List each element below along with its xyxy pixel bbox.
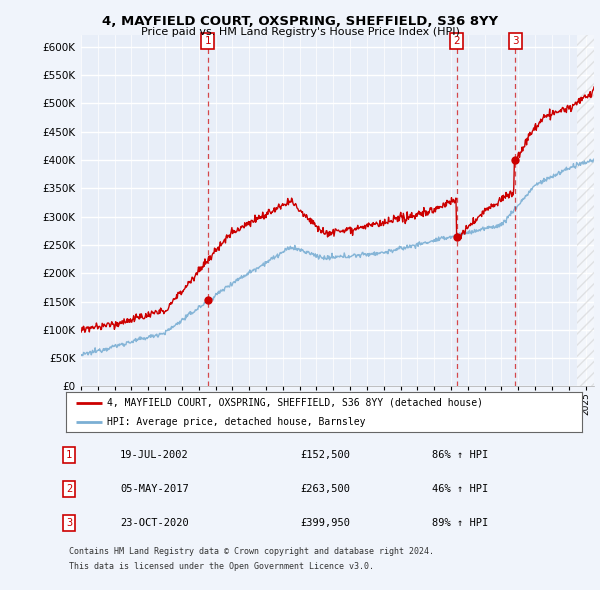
Bar [577, 35, 594, 386]
Text: Contains HM Land Registry data © Crown copyright and database right 2024.: Contains HM Land Registry data © Crown c… [69, 548, 434, 556]
Text: 89% ↑ HPI: 89% ↑ HPI [432, 519, 488, 528]
Text: 05-MAY-2017: 05-MAY-2017 [120, 484, 189, 494]
Text: This data is licensed under the Open Government Licence v3.0.: This data is licensed under the Open Gov… [69, 562, 374, 571]
Text: £152,500: £152,500 [300, 450, 350, 460]
Text: 2: 2 [66, 484, 72, 494]
Text: 1: 1 [205, 36, 211, 46]
Text: 3: 3 [512, 36, 518, 46]
Text: 46% ↑ HPI: 46% ↑ HPI [432, 484, 488, 494]
Text: 86% ↑ HPI: 86% ↑ HPI [432, 450, 488, 460]
Text: 3: 3 [66, 519, 72, 528]
Text: 2: 2 [454, 36, 460, 46]
Text: HPI: Average price, detached house, Barnsley: HPI: Average price, detached house, Barn… [107, 417, 366, 427]
Text: 19-JUL-2002: 19-JUL-2002 [120, 450, 189, 460]
Text: 4, MAYFIELD COURT, OXSPRING, SHEFFIELD, S36 8YY: 4, MAYFIELD COURT, OXSPRING, SHEFFIELD, … [102, 15, 498, 28]
Text: 23-OCT-2020: 23-OCT-2020 [120, 519, 189, 528]
Text: Price paid vs. HM Land Registry's House Price Index (HPI): Price paid vs. HM Land Registry's House … [140, 27, 460, 37]
Text: 4, MAYFIELD COURT, OXSPRING, SHEFFIELD, S36 8YY (detached house): 4, MAYFIELD COURT, OXSPRING, SHEFFIELD, … [107, 398, 483, 408]
Text: 1: 1 [66, 450, 72, 460]
Text: £399,950: £399,950 [300, 519, 350, 528]
Text: £263,500: £263,500 [300, 484, 350, 494]
